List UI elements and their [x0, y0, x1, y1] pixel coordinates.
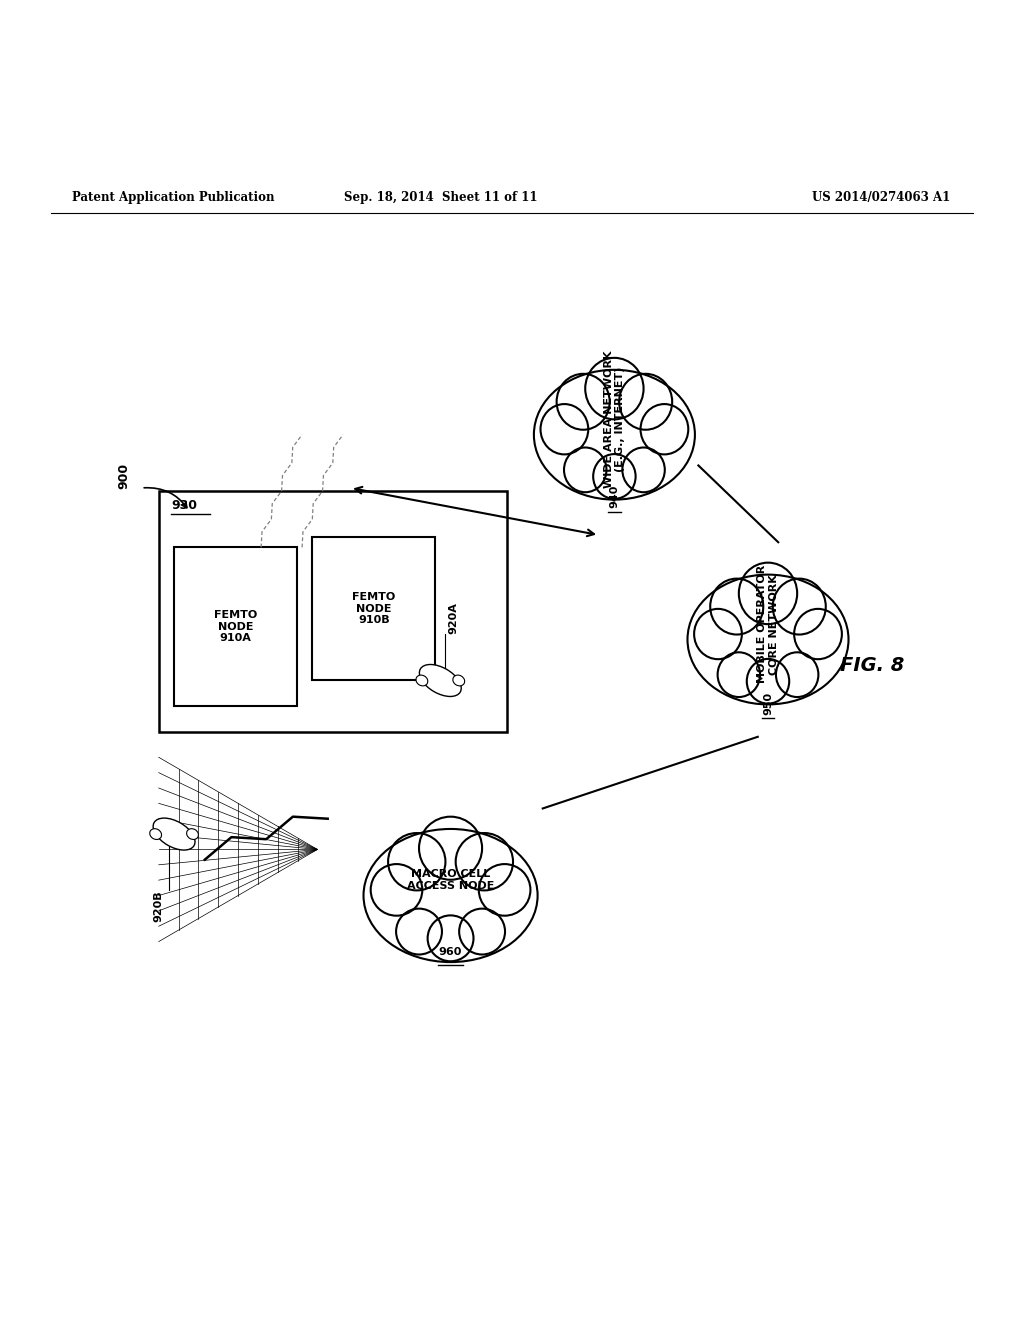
Text: 960: 960: [439, 946, 462, 957]
Text: 920B: 920B: [154, 891, 164, 923]
Text: 900: 900: [118, 462, 131, 488]
Ellipse shape: [534, 370, 695, 499]
Ellipse shape: [623, 447, 665, 492]
Text: WIDE AREA NETWORK
(E.G., INTERNET): WIDE AREA NETWORK (E.G., INTERNET): [603, 351, 626, 488]
Text: MOBILE OPERATOR
CORE NETWORK: MOBILE OPERATOR CORE NETWORK: [757, 565, 779, 684]
Ellipse shape: [364, 829, 538, 962]
Text: 920A: 920A: [449, 602, 459, 635]
Ellipse shape: [795, 609, 842, 659]
Ellipse shape: [711, 578, 763, 635]
Ellipse shape: [388, 833, 445, 891]
Bar: [174, 548, 297, 706]
Text: FEMTO
NODE
910B: FEMTO NODE 910B: [352, 593, 395, 626]
Text: 930: 930: [171, 499, 197, 512]
Ellipse shape: [416, 675, 428, 686]
Ellipse shape: [396, 908, 442, 954]
Ellipse shape: [641, 404, 688, 454]
Ellipse shape: [718, 652, 760, 697]
Text: Sep. 18, 2014  Sheet 11 of 11: Sep. 18, 2014 Sheet 11 of 11: [344, 190, 537, 203]
Text: 940: 940: [609, 484, 620, 508]
Ellipse shape: [154, 818, 195, 850]
Ellipse shape: [479, 865, 530, 916]
Ellipse shape: [459, 908, 505, 954]
Ellipse shape: [150, 829, 162, 840]
Text: Patent Application Publication: Patent Application Publication: [72, 190, 274, 203]
Ellipse shape: [776, 652, 818, 697]
Ellipse shape: [687, 574, 849, 705]
Bar: [312, 537, 435, 681]
Ellipse shape: [773, 578, 825, 635]
Ellipse shape: [428, 915, 473, 961]
Ellipse shape: [371, 865, 422, 916]
Ellipse shape: [456, 833, 513, 891]
Text: FIG. 8: FIG. 8: [840, 656, 904, 675]
Text: US 2014/0274063 A1: US 2014/0274063 A1: [811, 190, 950, 203]
Text: 950: 950: [763, 692, 773, 714]
Text: MACRO CELL
ACCESS NODE: MACRO CELL ACCESS NODE: [407, 870, 495, 891]
Bar: [159, 491, 507, 731]
Ellipse shape: [453, 675, 465, 686]
Ellipse shape: [419, 817, 482, 879]
Ellipse shape: [620, 374, 672, 430]
Ellipse shape: [557, 374, 609, 430]
Ellipse shape: [739, 562, 797, 624]
Ellipse shape: [586, 358, 643, 420]
Ellipse shape: [420, 664, 461, 697]
Ellipse shape: [541, 404, 588, 454]
Ellipse shape: [746, 659, 790, 704]
Ellipse shape: [186, 829, 199, 840]
Ellipse shape: [694, 609, 741, 659]
Text: FEMTO
NODE
910A: FEMTO NODE 910A: [214, 610, 257, 643]
Ellipse shape: [564, 447, 606, 492]
Ellipse shape: [593, 454, 636, 499]
